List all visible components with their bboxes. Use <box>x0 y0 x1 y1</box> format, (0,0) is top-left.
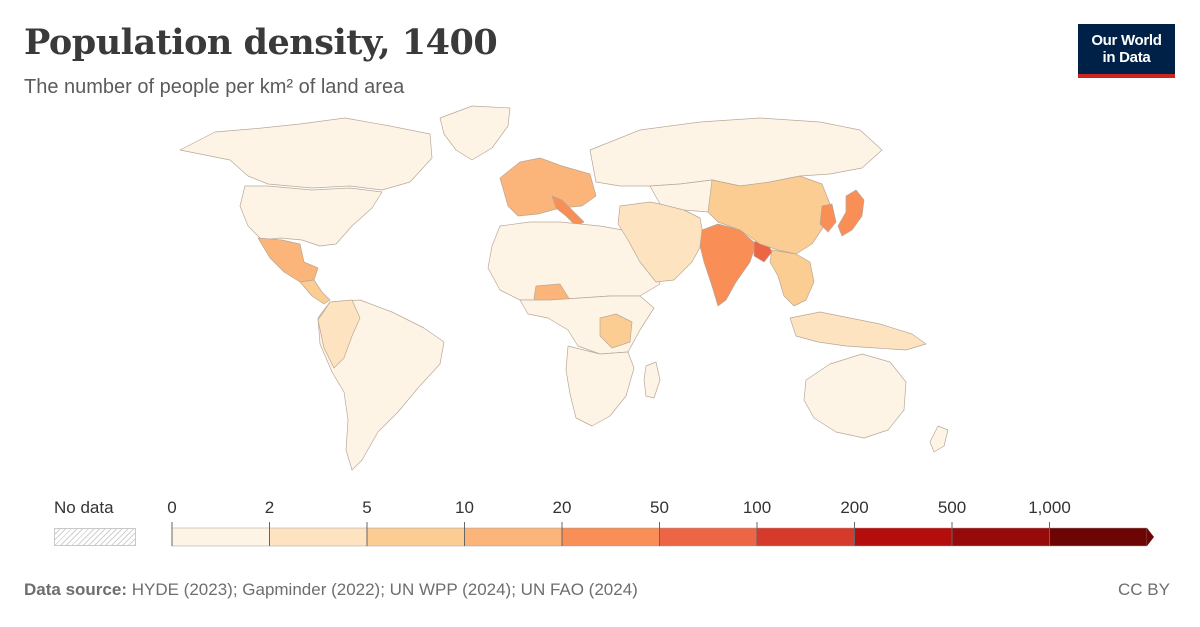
data-source-text: HYDE (2023); Gapminder (2022); UN WPP (2… <box>131 580 638 599</box>
logo-line-2: in Data <box>1102 49 1151 66</box>
legend-tick-label-9: 1,000 <box>1028 498 1071 517</box>
license-link[interactable]: CC BY <box>1118 580 1170 599</box>
color-legend: No data 0 2 5 10 20 50 100 200 500 1,000 <box>0 490 1200 560</box>
legend-swatch-7[interactable] <box>854 527 953 547</box>
region-canada[interactable]: Canada <box>179 117 433 191</box>
region-central-africa[interactable]: Central Africa <box>519 295 655 355</box>
legend-tick-label-7: 200 <box>840 498 869 517</box>
legend-tick-label-1: 2 <box>264 498 275 517</box>
region-united-states[interactable]: United States <box>239 185 383 247</box>
legend-tick-label-3: 10 <box>455 498 474 517</box>
region-great-lakes-africa[interactable]: Great Lakes Africa <box>599 313 633 349</box>
legend-open-end-arrow <box>1147 528 1154 546</box>
legend-tick-label-0: 0 <box>167 498 177 517</box>
legend-color-bar <box>171 522 1154 547</box>
legend-tick-label-8: 500 <box>937 498 967 517</box>
region-india[interactable]: India <box>699 223 757 307</box>
legend-swatch-4[interactable] <box>561 527 660 547</box>
region-madagascar[interactable]: Madagascar <box>643 361 661 399</box>
legend-tick-label-4: 20 <box>552 498 572 517</box>
legend-swatch-9[interactable] <box>1049 527 1148 547</box>
data-source-label: Data source: <box>24 580 127 599</box>
region-indonesia[interactable]: Indonesia <box>789 311 927 351</box>
data-source: Data source: HYDE (2023); Gapminder (202… <box>24 580 638 600</box>
region-japan[interactable]: Japan <box>837 189 865 237</box>
region-russia[interactable]: Russia <box>589 117 883 187</box>
no-data-swatch <box>54 528 136 546</box>
region-southern-africa[interactable]: Southern Africa <box>565 345 635 427</box>
legend-swatch-5[interactable] <box>659 527 758 547</box>
region-central-america[interactable]: Central America <box>299 279 331 305</box>
legend-tick-label-5: 50 <box>650 498 669 517</box>
chart-title: Population density, 1400 <box>24 22 498 63</box>
legend-swatch-2[interactable] <box>366 527 465 547</box>
region-china[interactable]: China <box>707 175 831 255</box>
region-greenland[interactable]: Greenland <box>439 105 511 161</box>
legend-swatch-1[interactable] <box>269 527 368 547</box>
region-colombia-peru[interactable]: Colombia / Peru <box>317 299 361 369</box>
region-western-europe[interactable]: Western Europe <box>499 157 597 217</box>
legend-tick-label-6: 100 <box>742 498 772 517</box>
region-australia[interactable]: Australia <box>803 353 907 439</box>
owid-logo[interactable]: Our World in Data <box>1078 24 1175 78</box>
chart-subtitle: The number of people per km² of land are… <box>24 76 405 98</box>
legend-swatch-3[interactable] <box>464 527 563 547</box>
legend-tick-label-2: 5 <box>362 498 372 517</box>
region-korea[interactable]: Korea <box>819 203 837 233</box>
region-new-zealand[interactable]: New Zealand <box>929 425 949 453</box>
legend-swatch-6[interactable] <box>756 527 855 547</box>
legend-swatch-8[interactable] <box>951 527 1050 547</box>
region-mexico[interactable]: Mexico <box>257 237 319 283</box>
region-southeast-asia[interactable]: Southeast Asia <box>769 249 815 307</box>
logo-line-1: Our World <box>1091 32 1162 49</box>
no-data-label: No data <box>54 498 114 517</box>
legend-swatch-0[interactable] <box>171 527 270 547</box>
